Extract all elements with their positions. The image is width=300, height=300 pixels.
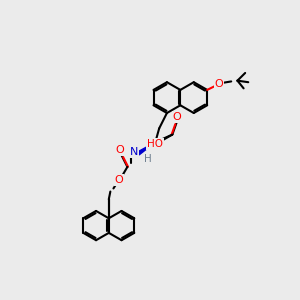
Text: O: O [214,79,223,89]
Text: HO: HO [147,139,163,149]
Text: O: O [172,112,182,122]
Text: O: O [115,175,123,185]
Text: N: N [129,147,138,157]
Text: H: H [144,154,152,164]
Text: O: O [115,145,124,155]
Polygon shape [139,142,155,155]
